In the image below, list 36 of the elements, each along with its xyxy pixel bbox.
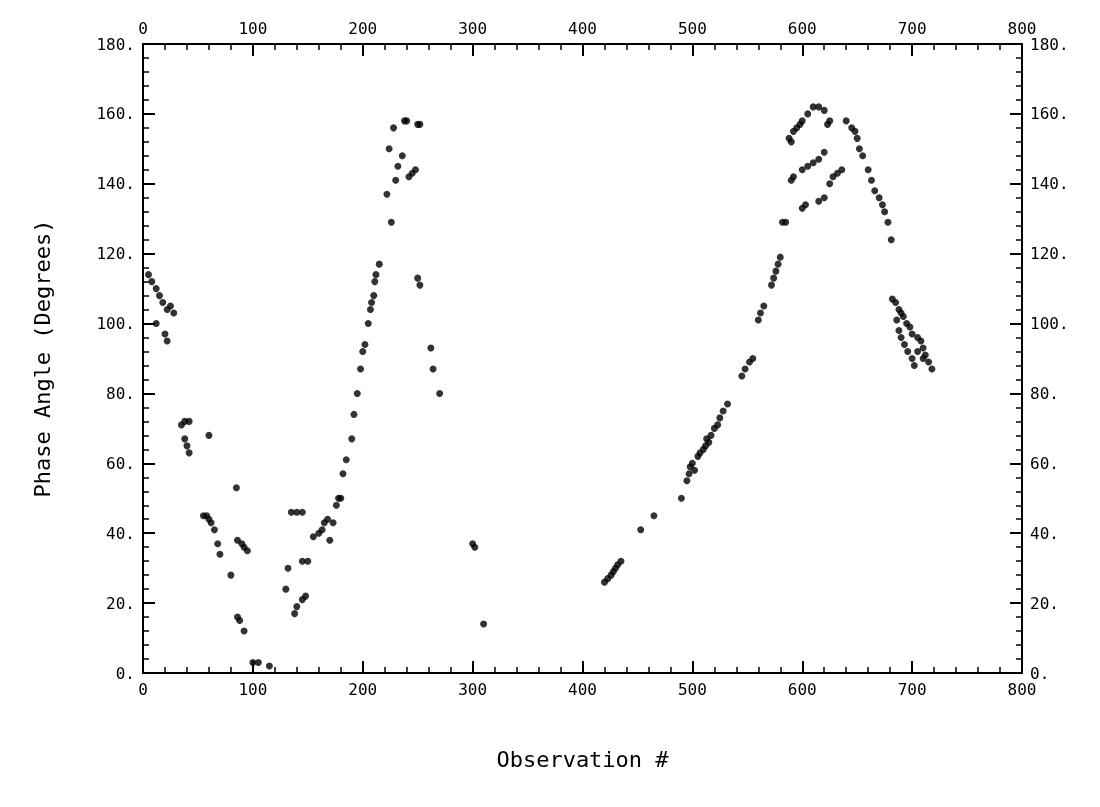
- y-tick-label: 180.: [96, 34, 135, 54]
- x-tick-label: 300: [458, 679, 488, 699]
- x-tick-label: 400: [568, 679, 597, 699]
- y-tick-label: 140.: [96, 174, 135, 194]
- x-tick-label: 600: [787, 679, 817, 699]
- y2-tick-label: 40.: [1030, 523, 1059, 543]
- y2-tick-label: 160.: [1030, 104, 1069, 124]
- x2-tick-label: 400: [568, 18, 597, 38]
- y2-tick-label: 60.: [1030, 453, 1059, 473]
- x2-tick-label: 700: [897, 18, 927, 38]
- x-tick-label: 700: [897, 679, 927, 699]
- x-tick-label: 500: [677, 679, 707, 699]
- y-tick-label: 40.: [106, 523, 135, 543]
- y2-tick-label: 140.: [1030, 174, 1069, 194]
- y-tick-label: 160.: [96, 104, 135, 124]
- y2-tick-label: 120.: [1030, 244, 1069, 264]
- x-axis-title: Observation #: [496, 746, 670, 772]
- y-axis-title: Phase Angle (Degrees): [29, 219, 55, 498]
- x-tick-label: 0: [138, 679, 148, 699]
- y-tick-label: 120.: [96, 244, 135, 264]
- y2-tick-label: 80.: [1030, 383, 1059, 403]
- x-tick-label: 100: [238, 679, 268, 699]
- y-tick-label: 100.: [96, 314, 135, 334]
- x2-tick-label: 200: [348, 18, 378, 38]
- y-tick-label: 0.: [115, 663, 135, 683]
- y-tick-label: 60.: [106, 453, 135, 473]
- y2-tick-label: 20.: [1030, 593, 1059, 613]
- x2-tick-label: 0: [138, 18, 148, 38]
- y2-tick-label: 100.: [1030, 314, 1069, 334]
- y-tick-label: 20.: [106, 593, 135, 613]
- x2-tick-label: 600: [787, 18, 817, 38]
- x2-tick-label: 100: [238, 18, 268, 38]
- x-tick-label: 200: [348, 679, 378, 699]
- x2-tick-label: 300: [458, 18, 488, 38]
- x2-tick-label: 500: [677, 18, 707, 38]
- y-tick-label: 80.: [106, 383, 135, 403]
